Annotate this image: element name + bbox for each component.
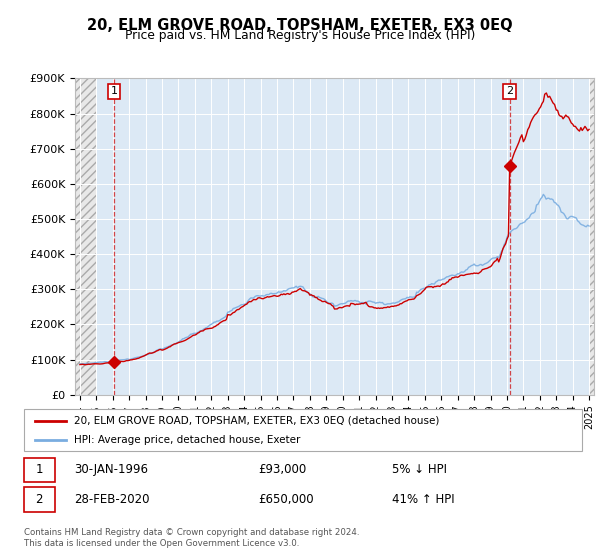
Text: HPI: Average price, detached house, Exeter: HPI: Average price, detached house, Exet… [74,435,301,445]
Text: 20, ELM GROVE ROAD, TOPSHAM, EXETER, EX3 0EQ: 20, ELM GROVE ROAD, TOPSHAM, EXETER, EX3… [87,18,513,33]
Text: 30-JAN-1996: 30-JAN-1996 [74,463,148,477]
Text: 2: 2 [506,86,514,96]
Text: 41% ↑ HPI: 41% ↑ HPI [392,493,455,506]
FancyBboxPatch shape [24,458,55,482]
Text: Contains HM Land Registry data © Crown copyright and database right 2024.
This d: Contains HM Land Registry data © Crown c… [24,528,359,548]
FancyBboxPatch shape [24,487,55,512]
Text: £93,000: £93,000 [259,463,307,477]
Text: 1: 1 [35,463,43,477]
Text: 5% ↓ HPI: 5% ↓ HPI [392,463,447,477]
Text: £650,000: £650,000 [259,493,314,506]
Text: 1: 1 [110,86,118,96]
FancyBboxPatch shape [24,409,582,451]
Bar [589,78,594,395]
Text: 20, ELM GROVE ROAD, TOPSHAM, EXETER, EX3 0EQ (detached house): 20, ELM GROVE ROAD, TOPSHAM, EXETER, EX3… [74,416,440,426]
Bar [75,78,97,395]
Text: 28-FEB-2020: 28-FEB-2020 [74,493,150,506]
Text: 2: 2 [35,493,43,506]
Text: Price paid vs. HM Land Registry's House Price Index (HPI): Price paid vs. HM Land Registry's House … [125,29,475,42]
